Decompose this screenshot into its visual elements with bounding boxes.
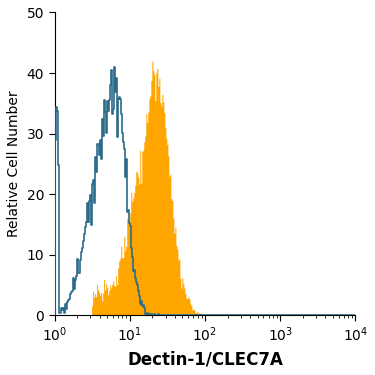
X-axis label: Dectin-1/CLEC7A: Dectin-1/CLEC7A — [127, 350, 283, 368]
Y-axis label: Relative Cell Number: Relative Cell Number — [7, 91, 21, 237]
